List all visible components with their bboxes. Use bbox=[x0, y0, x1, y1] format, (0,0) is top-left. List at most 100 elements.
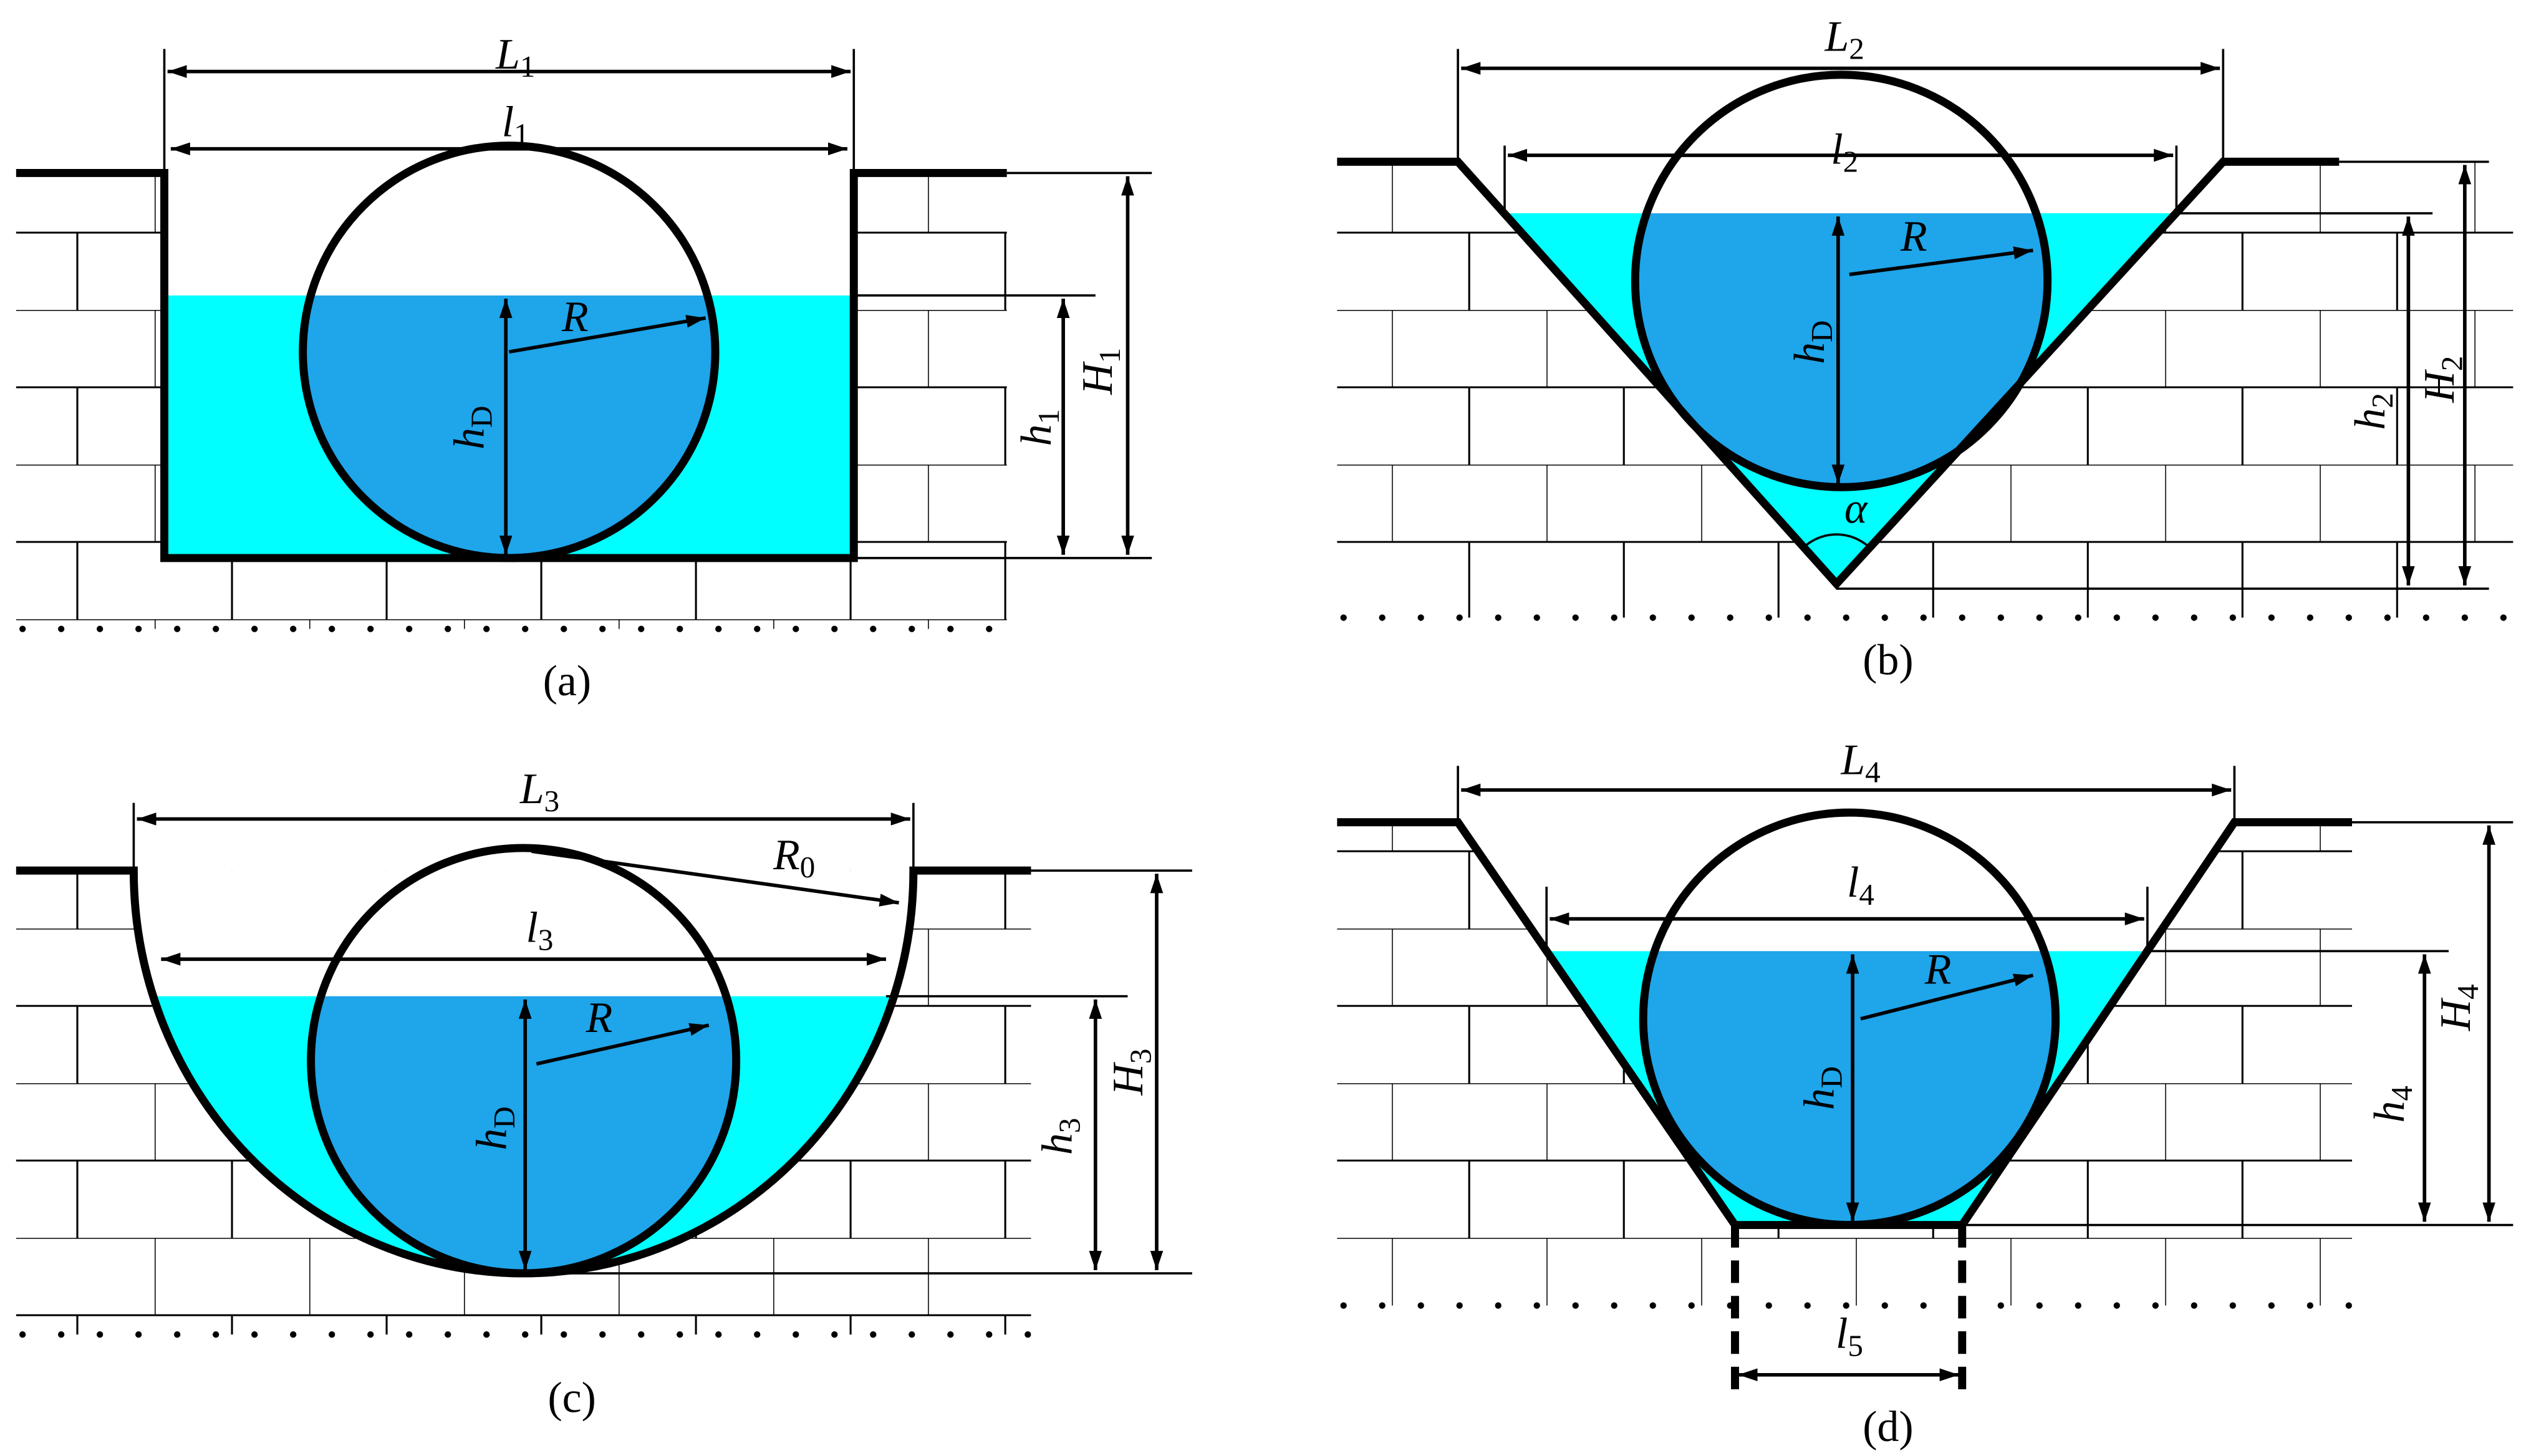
dimension-label: L1 bbox=[495, 31, 535, 84]
label-symbol: R bbox=[773, 831, 800, 879]
label-subscript: 4 bbox=[1865, 755, 1881, 789]
extension-lines bbox=[163, 49, 1152, 559]
label-symbol: h bbox=[1034, 1133, 1082, 1155]
dimension-label: hD bbox=[468, 1106, 521, 1150]
label-symbol: h bbox=[1796, 1088, 1844, 1110]
pipe bbox=[1631, 70, 2052, 491]
dimension-label: H4 bbox=[2432, 984, 2485, 1031]
label-symbol: H bbox=[2416, 369, 2464, 403]
channel-wall bbox=[1337, 818, 2352, 1229]
label-subscript: D bbox=[465, 406, 499, 428]
label-symbol: h bbox=[2346, 408, 2394, 430]
panel-d bbox=[1337, 766, 2514, 1390]
dimension-label: R bbox=[1924, 945, 1952, 993]
extension-lines bbox=[132, 803, 1192, 1275]
label-symbol: l bbox=[1847, 859, 1859, 907]
label-subscript: 2 bbox=[1843, 145, 1859, 179]
dimension-label: h3 bbox=[1034, 1118, 1087, 1155]
label-subscript: 2 bbox=[2365, 393, 2399, 408]
label-subscript: 3 bbox=[1053, 1118, 1087, 1134]
bottom-width-lines bbox=[1731, 1225, 1967, 1390]
label-subscript: 2 bbox=[1849, 32, 1864, 66]
label-subscript: 2 bbox=[2435, 356, 2469, 372]
label-subscript: 3 bbox=[544, 784, 560, 818]
extension-lines bbox=[1457, 766, 2514, 1227]
label-symbol: h bbox=[2366, 1101, 2414, 1123]
channel-wall bbox=[16, 169, 1007, 562]
dimension-label: l4 bbox=[1847, 859, 1874, 912]
label-subscript: 3 bbox=[1124, 1049, 1158, 1064]
label-symbol: h bbox=[468, 1129, 516, 1150]
label-symbol: H bbox=[1104, 1062, 1152, 1096]
label-subscript: 4 bbox=[1859, 877, 1874, 912]
label-symbol: L bbox=[519, 765, 544, 813]
dimension-label: l1 bbox=[502, 99, 529, 152]
label-subscript: D bbox=[1805, 321, 1839, 342]
label-symbol: R bbox=[1900, 213, 1927, 261]
angle-arc bbox=[1803, 533, 1870, 548]
dimension-label: R bbox=[586, 994, 613, 1042]
panel-c bbox=[16, 803, 1192, 1338]
label-symbol: l bbox=[526, 904, 538, 952]
dimension-label: h4 bbox=[2366, 1086, 2419, 1122]
label-symbol: R bbox=[1924, 945, 1952, 993]
label-subscript: 5 bbox=[1848, 1329, 1863, 1363]
dimension-label: H2 bbox=[2416, 356, 2469, 403]
label-symbol: h bbox=[1013, 425, 1061, 446]
label-subscript: 1 bbox=[1031, 409, 1066, 425]
label-symbol: L bbox=[1840, 736, 1865, 784]
caption: (d) bbox=[1863, 1403, 1913, 1451]
label-symbol: R bbox=[561, 293, 589, 341]
label-subscript: 1 bbox=[520, 49, 536, 84]
dimension-label: l3 bbox=[526, 904, 554, 957]
dimension-arrows bbox=[1461, 62, 2472, 586]
label-symbol: l bbox=[1831, 125, 1843, 173]
dimension-arrows bbox=[1461, 783, 2495, 1382]
dimension-label: h2 bbox=[2346, 393, 2399, 430]
label-symbol: l bbox=[1836, 1309, 1848, 1357]
dimension-label: R0 bbox=[773, 831, 815, 884]
caption: (a) bbox=[543, 657, 591, 705]
dimension-label: L3 bbox=[519, 765, 559, 818]
panel-a bbox=[16, 49, 1152, 632]
label-symbol: α bbox=[1844, 485, 1868, 533]
extension-lines bbox=[1457, 49, 2489, 590]
dimension-arrows bbox=[137, 812, 1164, 1270]
caption: (c) bbox=[547, 1374, 595, 1422]
dimension-label: hD bbox=[1796, 1066, 1849, 1110]
label-symbol: L bbox=[495, 31, 520, 79]
label-symbol: R bbox=[586, 994, 613, 1042]
dimension-label: R bbox=[561, 293, 589, 341]
dimension-label: h1 bbox=[1013, 409, 1066, 446]
dimension-label: l2 bbox=[1831, 125, 1858, 178]
label-subscript: 4 bbox=[2451, 984, 2485, 1000]
channel-wall bbox=[1337, 157, 2340, 590]
label-symbol: H bbox=[1074, 361, 1122, 395]
label-subscript: 1 bbox=[514, 117, 529, 152]
label-subscript: 1 bbox=[1092, 348, 1127, 364]
dimension-label: L2 bbox=[1824, 13, 1864, 66]
dimension-label: hD bbox=[1786, 321, 1839, 364]
dimension-label: l5 bbox=[1836, 1309, 1863, 1362]
label-symbol: H bbox=[2432, 997, 2480, 1031]
caption: (b) bbox=[1863, 636, 1913, 684]
label-subscript: 3 bbox=[538, 923, 554, 957]
dimension-label: α bbox=[1844, 485, 1868, 533]
dimension-label: H3 bbox=[1104, 1049, 1157, 1096]
dimension-label: L4 bbox=[1840, 736, 1880, 789]
panel-b bbox=[1337, 49, 2517, 621]
dimension-label: H1 bbox=[1074, 348, 1127, 395]
label-subscript: D bbox=[1815, 1066, 1849, 1088]
label-subscript: 0 bbox=[800, 850, 816, 884]
dimension-arrows bbox=[167, 65, 1134, 555]
label-symbol: l bbox=[502, 99, 514, 147]
label-subscript: D bbox=[487, 1106, 521, 1128]
label-symbol: L bbox=[1824, 13, 1849, 61]
label-subscript: 4 bbox=[2384, 1086, 2419, 1101]
dimension-label: hD bbox=[446, 406, 499, 450]
dimension-label: R bbox=[1900, 213, 1927, 261]
label-symbol: h bbox=[1786, 342, 1834, 364]
label-symbol: h bbox=[446, 428, 494, 450]
